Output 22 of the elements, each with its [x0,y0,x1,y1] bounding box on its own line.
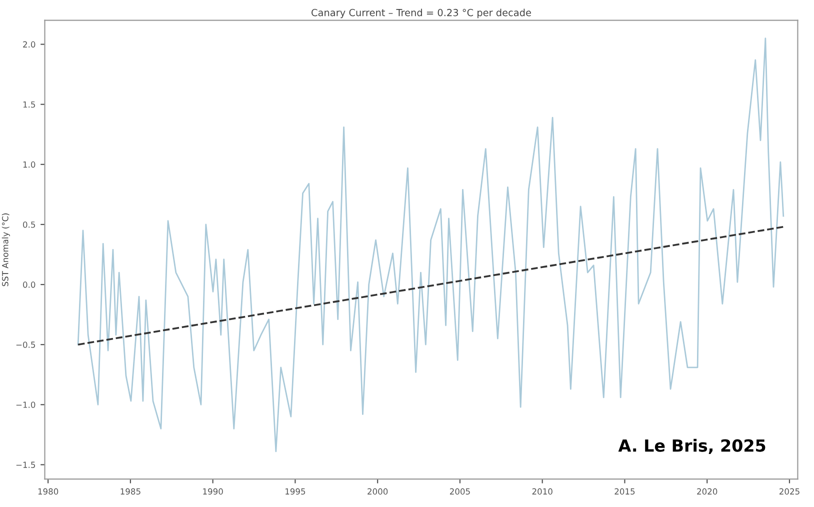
y-tick-label: 0.0 [23,282,36,288]
x-tick-label: 2020 [697,488,718,495]
x-tick-label: 2015 [614,488,635,495]
y-tick-label: 2.0 [23,41,36,48]
chart-title: Canary Current – Trend = 0.23 °C per decade [312,8,531,18]
x-tick-label: 1980 [38,488,58,495]
y-tick-label: 0.5 [23,221,36,228]
y-axis-title: SST Anomaly (°C) [2,213,10,286]
y-tick-label: 1.0 [23,161,36,168]
x-tick-label: 1995 [286,488,306,495]
x-tick-label: 1990 [203,488,223,495]
x-tick-label: 2025 [779,488,800,495]
annotation: A. Le Bris, 2025 [618,438,766,454]
line-series [77,38,784,452]
x-tick-label: 1985 [120,488,140,495]
x-tick-label: 2005 [450,488,470,495]
x-tick-label: 2010 [532,488,552,495]
y-tick-label: −1.5 [16,462,36,468]
x-tick-label: 2000 [368,488,388,495]
y-tick-label: −0.5 [16,342,36,348]
y-tick-label: −1.0 [16,402,36,408]
y-tick-label: 1.5 [23,101,36,108]
